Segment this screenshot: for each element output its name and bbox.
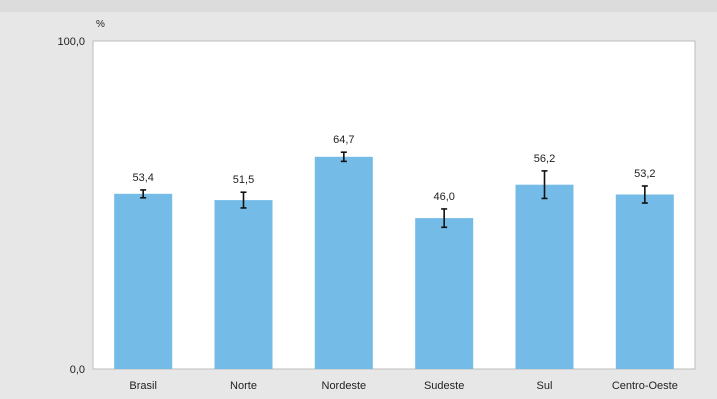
- value-label: 56,2: [534, 153, 555, 165]
- error-bar: [541, 170, 548, 200]
- title-band: [0, 0, 717, 12]
- y-tick-label-min: 0,0: [70, 364, 85, 376]
- labels-layer: 53,4 Brasil 51,5 Norte 64,7 Nordeste 46,0 Sudes…: [129, 134, 677, 392]
- bar-sul: [515, 184, 574, 369]
- bar-sudeste: [415, 218, 474, 369]
- bars-layer: [114, 151, 674, 369]
- category-label: Sul: [537, 380, 553, 392]
- bar-nordeste: [314, 156, 373, 369]
- error-bar: [641, 185, 648, 204]
- category-label: Nordeste: [322, 380, 367, 392]
- category-label: Norte: [230, 380, 257, 392]
- value-label: 53,4: [132, 172, 153, 184]
- error-bar: [340, 151, 347, 163]
- bar-norte: [214, 200, 273, 369]
- y-axis-unit-label: %: [96, 19, 105, 30]
- error-bar: [441, 208, 448, 229]
- plot-area: [92, 40, 696, 370]
- error-bar: [240, 191, 247, 209]
- bar-brasil: [114, 193, 173, 369]
- value-label: 51,5: [233, 174, 254, 186]
- category-label: Sudeste: [424, 380, 464, 392]
- error-bar: [140, 189, 147, 199]
- value-label: 53,2: [634, 168, 655, 180]
- category-label: Brasil: [129, 380, 157, 392]
- y-tick-label-max: 100,0: [57, 36, 85, 48]
- value-label: 64,7: [333, 134, 354, 146]
- bar-centro-oeste: [615, 194, 674, 369]
- value-label: 46,0: [433, 191, 454, 203]
- category-label: Centro-Oeste: [612, 380, 678, 392]
